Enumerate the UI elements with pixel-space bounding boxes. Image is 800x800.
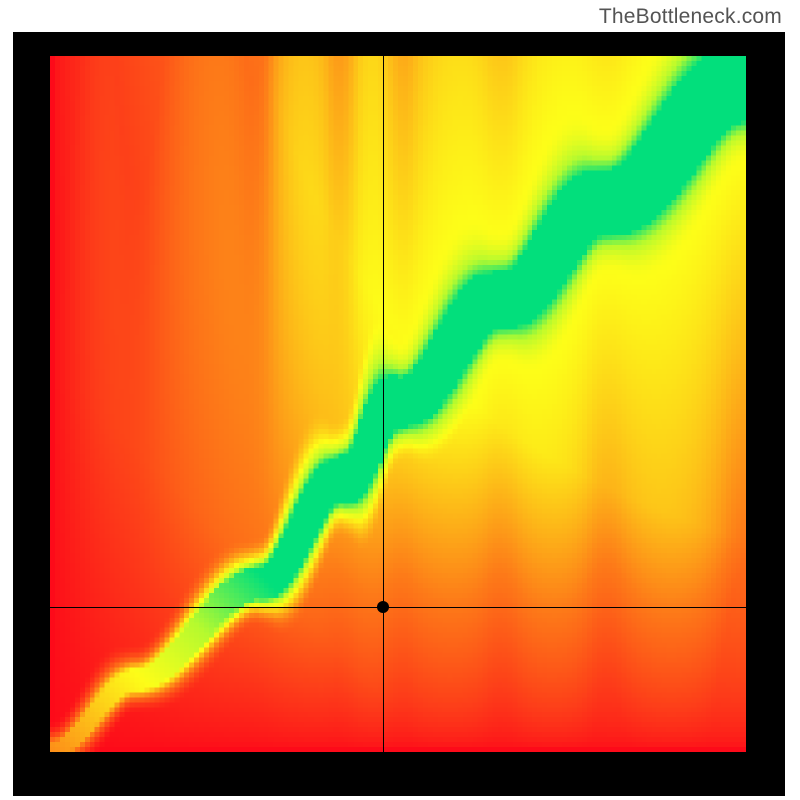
figure-container: TheBottleneck.com <box>0 0 800 800</box>
crosshair-horizontal <box>50 607 746 608</box>
heatmap-canvas <box>50 56 746 752</box>
crosshair-vertical <box>383 56 384 752</box>
marker-dot <box>377 601 389 613</box>
plot-outer-frame <box>13 32 785 796</box>
heatmap-plot <box>50 56 746 752</box>
watermark-text: TheBottleneck.com <box>599 5 782 29</box>
